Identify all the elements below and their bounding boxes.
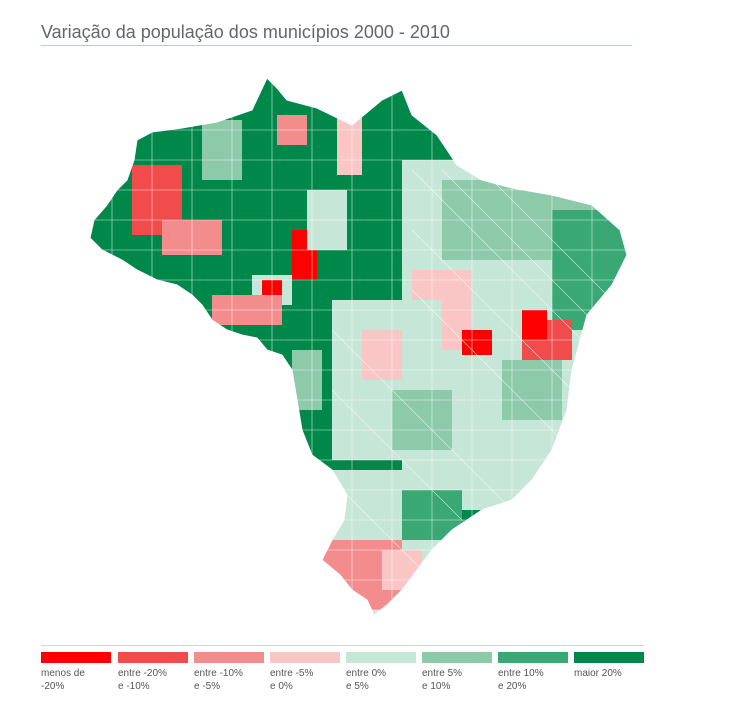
legend-label: menos de -20% (41, 668, 85, 692)
legend-swatch (194, 652, 264, 663)
legend-label: entre -20% e -10% (118, 668, 167, 692)
legend-swatch (346, 652, 416, 663)
legend-swatch (498, 652, 568, 663)
legend-swatch (270, 652, 340, 663)
map-title: Variação da população dos municípios 200… (41, 22, 450, 42)
title-divider (41, 45, 632, 46)
legend-label: entre -10% e -5% (194, 668, 243, 692)
legend-label: maior 20% (574, 668, 622, 679)
legend-item: maior 20% (574, 652, 644, 680)
legend-swatch (41, 652, 111, 663)
legend-item: entre -20% e -10% (118, 652, 188, 693)
legend-item: menos de -20% (41, 652, 111, 693)
legend-item: entre -10% e -5% (194, 652, 264, 693)
legend-item: entre 5% e 10% (422, 652, 492, 693)
municipality-regions (90, 78, 627, 615)
brazil-municipalities-map (82, 70, 642, 630)
legend-label: entre -5% e 0% (270, 668, 314, 692)
legend-swatch (422, 652, 492, 663)
municipality-borders (90, 78, 627, 615)
country-outline (89, 77, 628, 616)
legend-item: entre 10% e 20% (498, 652, 568, 693)
map-legend: menos de -20% entre -20% e -10% entre -1… (41, 652, 644, 700)
legend-label: entre 0% e 5% (346, 668, 387, 692)
legend-divider (41, 645, 644, 646)
legend-swatch (574, 652, 644, 663)
legend-item: entre 0% e 5% (346, 652, 416, 693)
legend-swatch (118, 652, 188, 663)
map-svg (89, 77, 628, 616)
legend-label: entre 5% e 10% (422, 668, 463, 692)
legend-label: entre 10% e 20% (498, 668, 544, 692)
legend-item: entre -5% e 0% (270, 652, 340, 693)
